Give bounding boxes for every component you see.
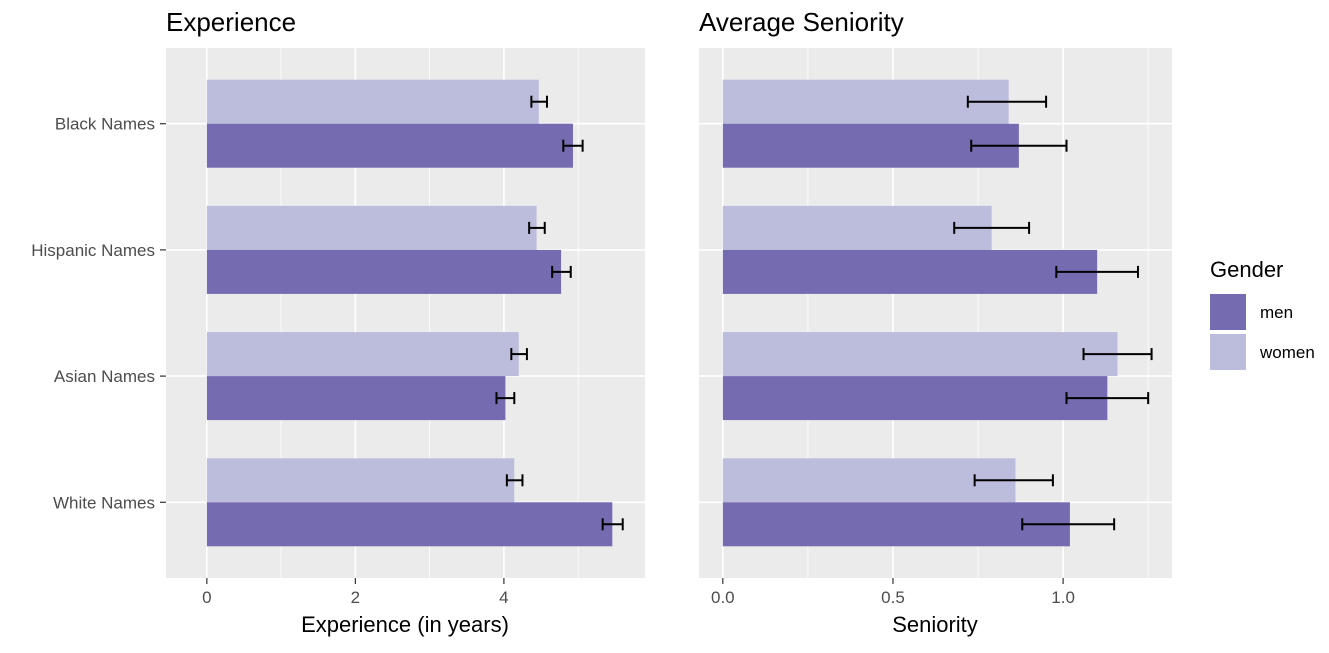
bar-experience-women (206, 458, 515, 503)
y-tick-label: White Names (53, 493, 155, 512)
bar-experience-women (206, 332, 519, 377)
x-tick-label-seniority: 0.5 (881, 588, 905, 607)
bar-experience-men (206, 249, 562, 294)
bar-seniority-women (722, 79, 1009, 124)
panel-title-experience: Experience (166, 7, 296, 37)
bar-experience-women (206, 79, 539, 124)
bar-seniority-women (722, 205, 992, 250)
bar-seniority-women (722, 458, 1016, 503)
x-axis-title-experience: Experience (in years) (301, 612, 509, 637)
bar-seniority-men (722, 502, 1070, 547)
bar-experience-men (206, 123, 573, 168)
panel-seniority: 0.0 0.5 1.0 (699, 48, 1172, 607)
x-tick-label-experience: 2 (351, 588, 360, 607)
legend-key-men (1210, 294, 1246, 330)
y-tick-label: Asian Names (54, 367, 155, 386)
x-tick-label-seniority: 1.0 (1051, 588, 1075, 607)
legend-key-women (1210, 334, 1246, 370)
y-tick-label: Black Names (55, 115, 155, 134)
bar-experience-women (206, 205, 537, 250)
y-tick-label: Hispanic Names (31, 241, 155, 260)
x-tick-label-seniority: 0.0 (711, 588, 735, 607)
bar-seniority-men (722, 376, 1108, 421)
bar-experience-men (206, 376, 506, 421)
x-tick-label-experience: 0 (202, 588, 211, 607)
x-tick-label-experience: 4 (499, 588, 508, 607)
panel-experience: 0 2 4 Black Names Hispanic Names Asian Names W… (31, 48, 645, 607)
bar-experience-men (206, 502, 613, 547)
chart-panels: 0 2 4 Black Names Hispanic Names Asian Names W… (31, 48, 1172, 607)
legend-label-women: women (1259, 343, 1315, 362)
bar-seniority-men (722, 249, 1098, 294)
bar-seniority-women (722, 332, 1118, 377)
legend-title: Gender (1210, 257, 1283, 282)
legend-label-men: men (1260, 303, 1293, 322)
x-axis-title-seniority: Seniority (892, 612, 978, 637)
panel-title-seniority: Average Seniority (699, 7, 904, 37)
bar-seniority-men (722, 123, 1019, 168)
